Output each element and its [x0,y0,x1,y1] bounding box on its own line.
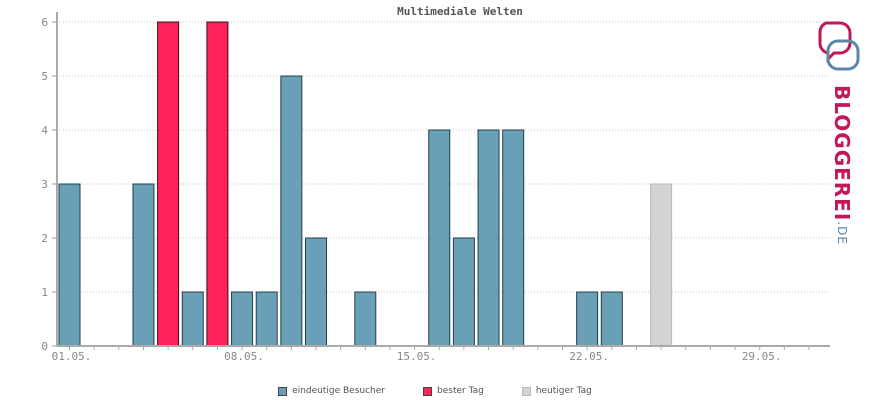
bar [280,75,303,347]
legend-label-best-day: bester Tag [437,386,484,396]
bar [354,291,377,347]
speech-bubble-icon [818,21,860,71]
bar [181,291,204,347]
bar [477,129,500,347]
legend-label-visitors: eindeutige Besucher [292,386,385,396]
legend-item-visitors: eindeutige Besucher [278,386,385,396]
y-tick-label: 2 [41,232,48,245]
x-tick-label: 08.05. [224,350,264,363]
y-tick-label: 6 [41,16,48,29]
legend-swatch-visitors [278,386,288,396]
legend-swatch-best-day [423,386,432,396]
legend-item-today: heutiger Tag [521,386,592,396]
bar [452,237,475,347]
x-ticks: 01.05. 08.05. 15.05. 22.05. 29.05. [52,346,810,363]
bars [58,21,673,347]
bar [132,183,155,347]
bar [502,129,525,347]
legend-label-today: heutiger Tag [535,386,592,396]
y-tick-label: 1 [41,286,48,299]
x-tick-label: 29.05. [742,350,782,363]
bar-today [650,183,673,347]
bloggerei-logo: BLOGGEREI.DE [812,15,862,245]
legend-swatch-today [521,386,531,396]
bar [305,237,327,347]
y-tick-label: 0 [41,340,48,353]
bar [576,291,599,347]
axes [56,12,830,347]
y-tick-label: 4 [41,124,48,137]
logo-wordmark: BLOGGEREI.DE [830,85,854,245]
bar [600,291,623,347]
bar [58,183,81,347]
bar [428,129,451,347]
x-tick-label: 22.05. [569,350,609,363]
legend-item-best-day: bester Tag [423,386,484,396]
x-tick-label: 01.05. [52,350,92,363]
bar-best-day [157,21,180,347]
y-tick-label: 5 [41,70,48,83]
y-ticks: 0 1 2 3 4 5 6 [41,16,57,353]
legend: eindeutige Besucher bester Tag heutiger … [0,386,870,396]
y-tick-label: 3 [41,178,48,191]
bar-best-day [206,21,229,347]
x-tick-label: 15.05. [397,350,437,363]
chart-title: Multimediale Welten [397,5,523,18]
bar [231,291,254,347]
bar [255,291,278,347]
